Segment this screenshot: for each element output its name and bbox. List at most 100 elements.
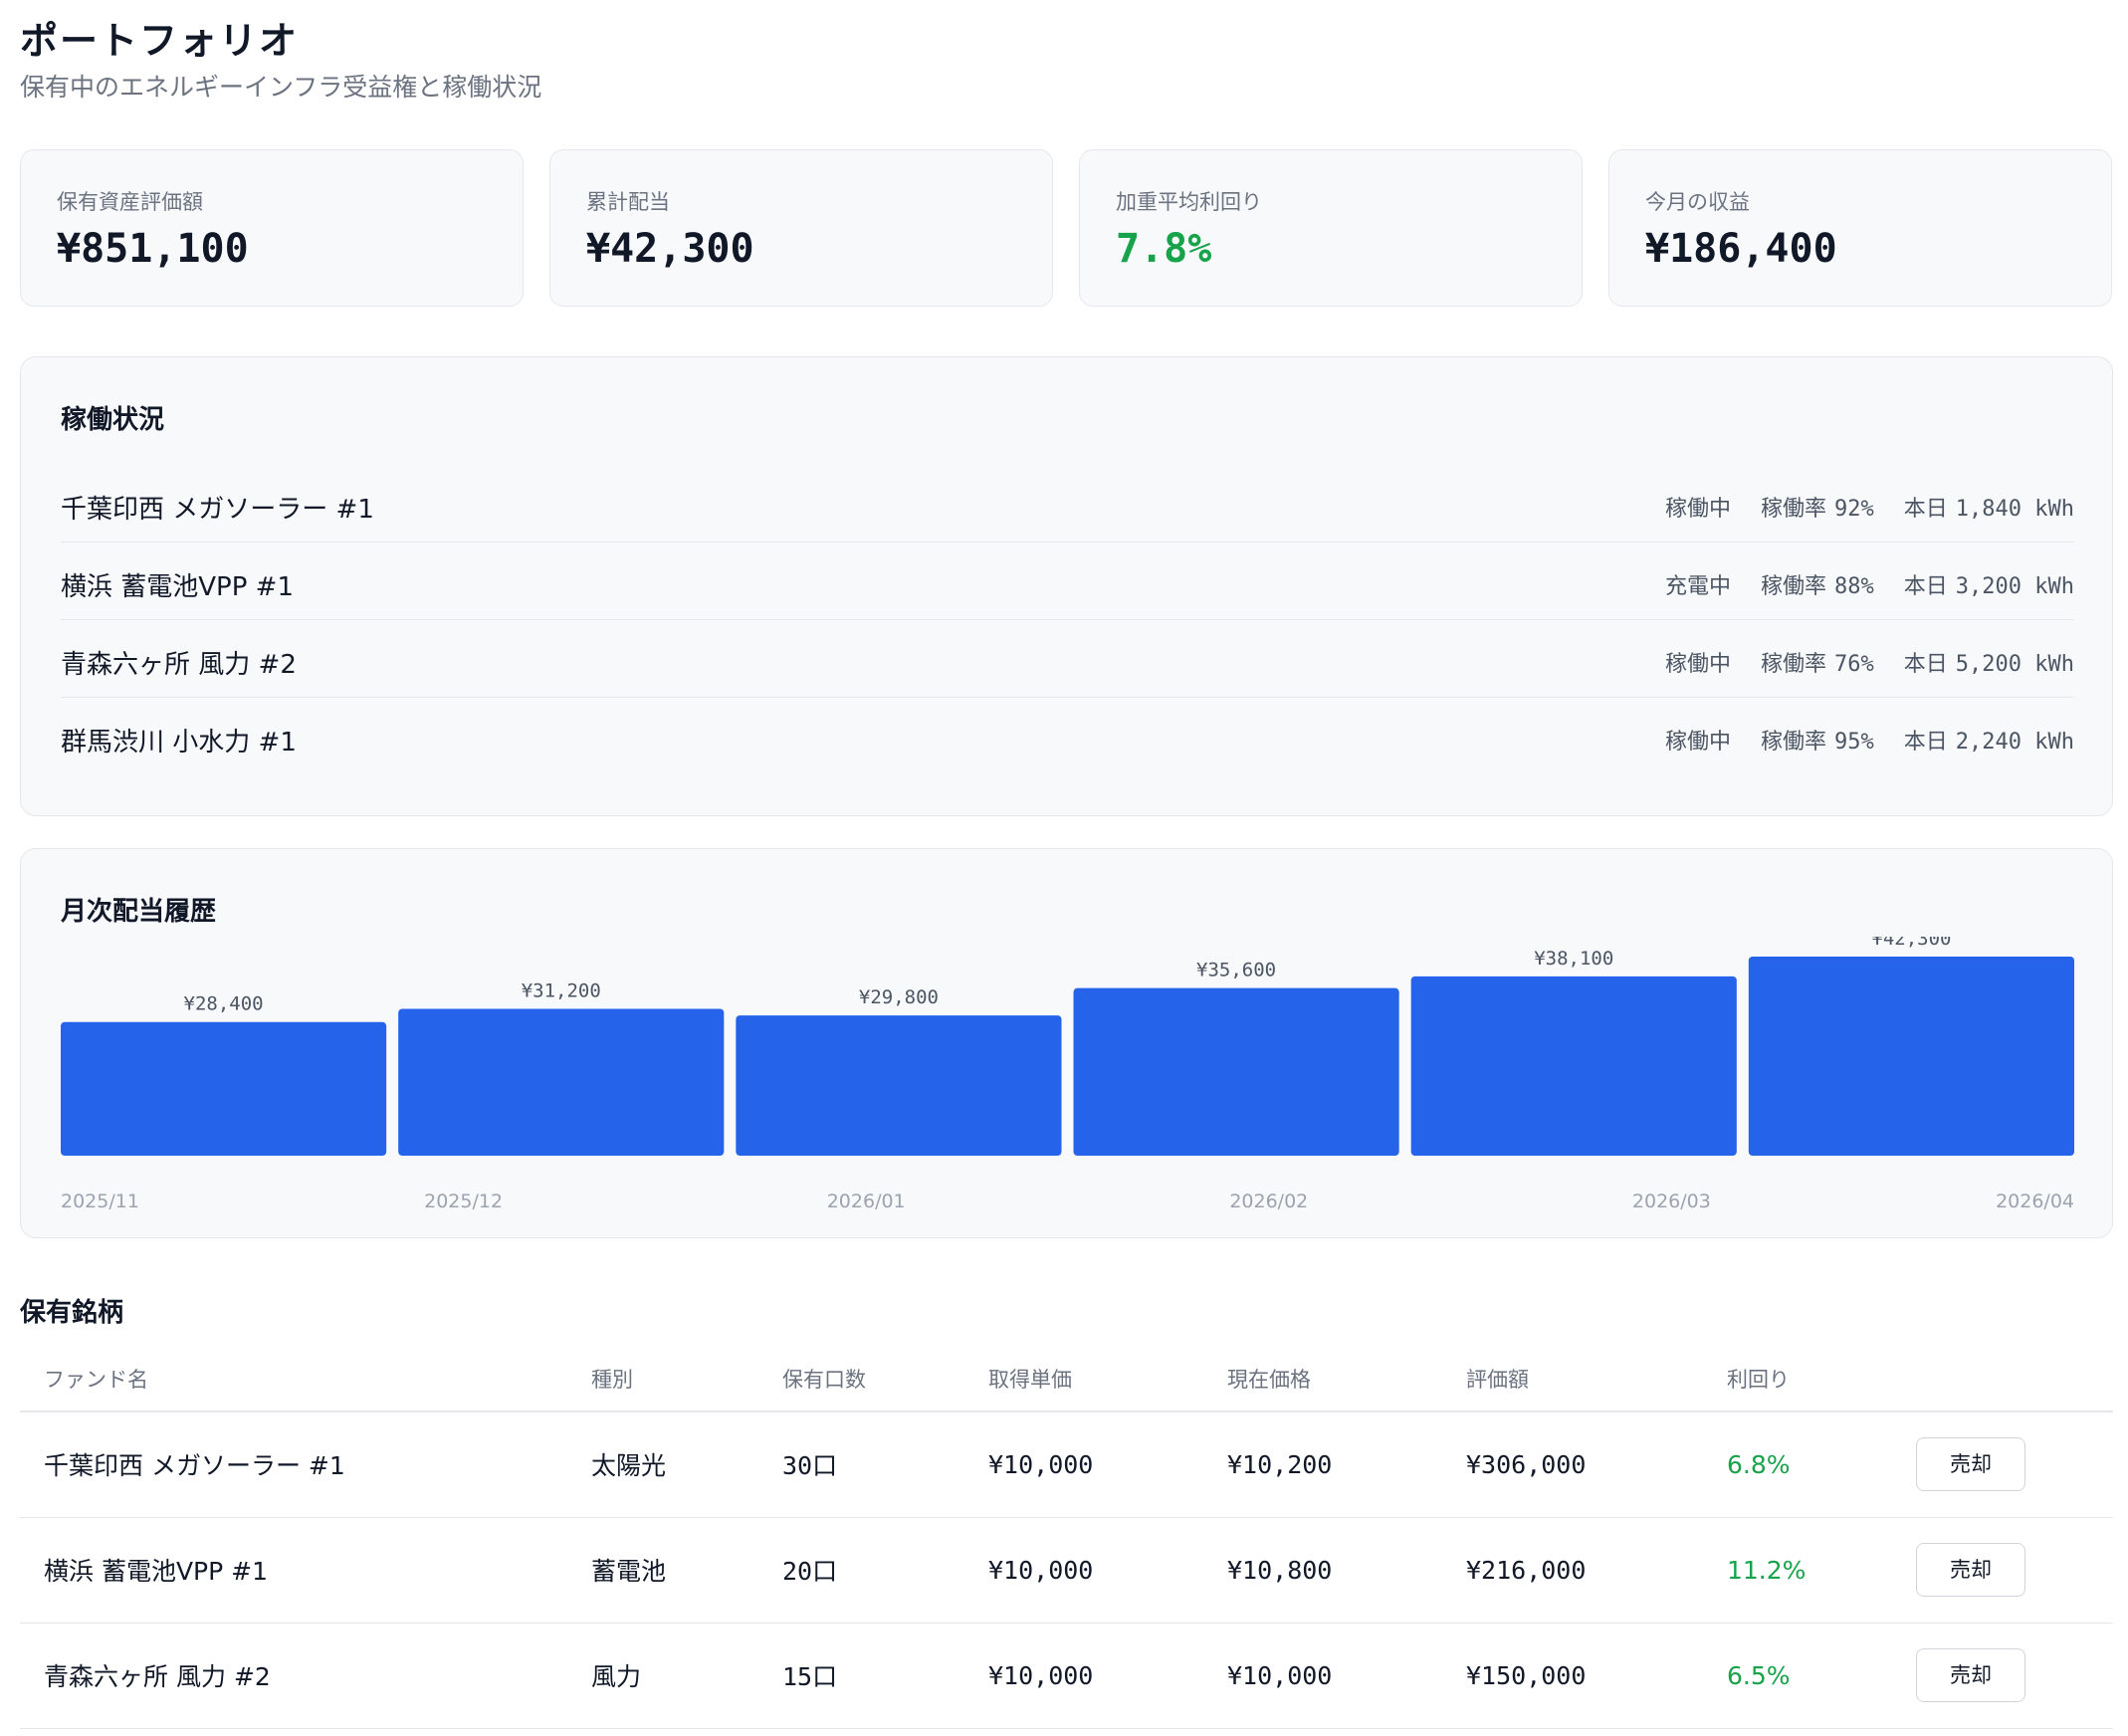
column-header <box>1916 1346 2113 1412</box>
fund-type: 太陽光 <box>591 1411 782 1518</box>
column-header: 種別 <box>591 1346 782 1412</box>
today-value: 3,200 kWh <box>1955 574 2074 599</box>
status-state: 充電中 <box>1664 574 1731 599</box>
rate-value: 92% <box>1834 497 1874 522</box>
valuation: ¥216,000 <box>1466 1517 1727 1624</box>
column-header: 利回り <box>1727 1346 1916 1412</box>
x-tick-label: 2026/01 <box>827 1191 906 1212</box>
bar-value-label: ¥42,300 <box>1871 937 1951 950</box>
cost-price: ¥10,000 <box>988 1623 1227 1729</box>
status-fund-name: 群馬渋川 小水力 #1 <box>61 728 297 758</box>
status-meta: 稼働中 稼働率 92% 本日 1,840 kWh <box>1635 491 2074 523</box>
rate-value: 88% <box>1834 574 1874 599</box>
units: 30口 <box>782 1411 988 1518</box>
status-state: 稼働中 <box>1664 652 1731 677</box>
stat-label: 加重平均利回り <box>1116 190 1262 214</box>
today-value: 5,200 kWh <box>1955 652 2074 677</box>
fund-name: 千葉印西 メガソーラー #1 <box>20 1411 591 1518</box>
stat-label: 保有資産評価額 <box>57 190 203 214</box>
yield: 11.2% <box>1727 1517 1916 1624</box>
sell-button[interactable]: 売却 <box>1916 1648 2025 1702</box>
dividend-bar <box>61 1021 387 1156</box>
stat-card-asset-value: 保有資産評価額 ¥851,100 <box>20 149 524 307</box>
rate-label: 稼働率 <box>1761 574 1827 599</box>
stat-card-total-dividend: 累計配当 ¥42,300 <box>549 149 1053 307</box>
table-row: 青森六ヶ所 風力 #2 風力 15口 ¥10,000 ¥10,000 ¥150,… <box>20 1623 2113 1729</box>
operation-status-card: 稼働状況 千葉印西 メガソーラー #1 稼働中 稼働率 92% 本日 1,840 kWh… <box>20 356 2113 816</box>
stat-value: ¥42,300 <box>586 226 754 272</box>
dividend-bar <box>1748 957 2074 1156</box>
today-label: 本日 <box>1903 574 1948 599</box>
sell-button[interactable]: 売却 <box>1916 1437 2025 1492</box>
stat-label: 累計配当 <box>586 190 670 214</box>
rate-label: 稼働率 <box>1761 730 1827 755</box>
today-value: 2,240 kWh <box>1955 730 2074 755</box>
yield: 6.5% <box>1727 1623 1916 1729</box>
holdings-table: ファンド名 種別 保有口数 取得単価 現在価格 評価額 利回り 千葉印西 メガソ… <box>20 1346 2113 1729</box>
today-label: 本日 <box>1903 730 1948 755</box>
bar-value-label: ¥28,400 <box>184 993 264 1015</box>
fund-type: 蓄電池 <box>591 1517 782 1624</box>
action-cell: 売却 <box>1916 1623 2113 1729</box>
cost-price: ¥10,000 <box>988 1517 1227 1624</box>
today-label: 本日 <box>1903 497 1948 522</box>
fund-type: 風力 <box>591 1623 782 1729</box>
status-fund-name: 千葉印西 メガソーラー #1 <box>61 495 374 525</box>
column-header: 取得単価 <box>988 1346 1227 1412</box>
yield: 6.8% <box>1727 1411 1916 1518</box>
stat-value: ¥851,100 <box>57 226 249 272</box>
dividend-bar <box>736 1015 1062 1156</box>
stat-card-monthly-revenue: 今月の収益 ¥186,400 <box>1608 149 2112 307</box>
bar-value-label: ¥38,100 <box>1534 948 1613 970</box>
status-fund-name: 横浜 蓄電池VPP #1 <box>61 572 295 602</box>
dividend-bar <box>1410 976 1737 1156</box>
x-tick-label: 2025/12 <box>424 1191 503 1212</box>
holdings-header-row: ファンド名 種別 保有口数 取得単価 現在価格 評価額 利回り <box>20 1346 2113 1412</box>
valuation: ¥306,000 <box>1466 1411 1727 1518</box>
page-title: ポートフォリオ <box>20 19 300 63</box>
bar-value-label: ¥35,600 <box>1196 960 1276 981</box>
summary-stats: 保有資産評価額 ¥851,100 累計配当 ¥42,300 加重平均利回り 7.… <box>20 149 2113 307</box>
dividend-history-card: 月次配当履歴 ¥28,400 2025/11 ¥31,200 2025/12 ¥29,8… <box>20 848 2113 1238</box>
status-meta: 稼働中 稼働率 76% 本日 5,200 kWh <box>1635 646 2074 678</box>
dividend-bar-chart: ¥28,400 2025/11 ¥31,200 2025/12 ¥29,800 2026/… <box>61 937 2074 1215</box>
x-tick-label: 2025/11 <box>61 1191 139 1212</box>
table-row: 横浜 蓄電池VPP #1 蓄電池 20口 ¥10,000 ¥10,800 ¥21… <box>20 1517 2113 1624</box>
current-price: ¥10,200 <box>1227 1411 1466 1518</box>
x-tick-label: 2026/03 <box>1632 1191 1711 1212</box>
bar-value-label: ¥29,800 <box>859 986 939 1008</box>
sell-button[interactable]: 売却 <box>1916 1543 2025 1597</box>
today-value: 1,840 kWh <box>1955 497 2074 522</box>
rate-value: 76% <box>1834 652 1874 677</box>
status-meta: 充電中 稼働率 88% 本日 3,200 kWh <box>1635 568 2074 600</box>
dividend-chart-svg: ¥28,400 2025/11 ¥31,200 2025/12 ¥29,800 2026/… <box>61 937 2074 1212</box>
fund-name: 横浜 蓄電池VPP #1 <box>20 1517 591 1624</box>
x-tick-label: 2026/04 <box>1996 1191 2074 1212</box>
dividend-history-title: 月次配当履歴 <box>61 897 217 927</box>
today-label: 本日 <box>1903 652 1948 677</box>
stat-value: ¥186,400 <box>1645 226 1837 272</box>
rate-value: 95% <box>1834 730 1874 755</box>
column-header: 保有口数 <box>782 1346 988 1412</box>
status-row: 横浜 蓄電池VPP #1 充電中 稼働率 88% 本日 3,200 kWh <box>61 542 2074 620</box>
page-subtitle: 保有中のエネルギーインフラ受益権と稼働状況 <box>20 73 542 102</box>
units: 15口 <box>782 1623 988 1729</box>
status-meta: 稼働中 稼働率 95% 本日 2,240 kWh <box>1635 724 2074 756</box>
status-row: 千葉印西 メガソーラー #1 稼働中 稼働率 92% 本日 1,840 kWh <box>61 465 2074 542</box>
stat-label: 今月の収益 <box>1645 190 1750 214</box>
column-header: 現在価格 <box>1227 1346 1466 1412</box>
operation-status-title: 稼働状況 <box>61 405 165 435</box>
cost-price: ¥10,000 <box>988 1411 1227 1518</box>
fund-name: 青森六ヶ所 風力 #2 <box>20 1623 591 1729</box>
stat-card-weighted-yield: 加重平均利回り 7.8% <box>1079 149 1583 307</box>
x-tick-label: 2026/02 <box>1229 1191 1308 1212</box>
status-row: 青森六ヶ所 風力 #2 稼働中 稼働率 76% 本日 5,200 kWh <box>61 620 2074 698</box>
current-price: ¥10,800 <box>1227 1517 1466 1624</box>
status-fund-name: 青森六ヶ所 風力 #2 <box>61 650 297 680</box>
column-header: 評価額 <box>1466 1346 1727 1412</box>
table-row: 千葉印西 メガソーラー #1 太陽光 30口 ¥10,000 ¥10,200 ¥… <box>20 1411 2113 1518</box>
holdings-title: 保有銘柄 <box>20 1298 124 1328</box>
action-cell: 売却 <box>1916 1411 2113 1518</box>
rate-label: 稼働率 <box>1761 497 1827 522</box>
valuation: ¥150,000 <box>1466 1623 1727 1729</box>
